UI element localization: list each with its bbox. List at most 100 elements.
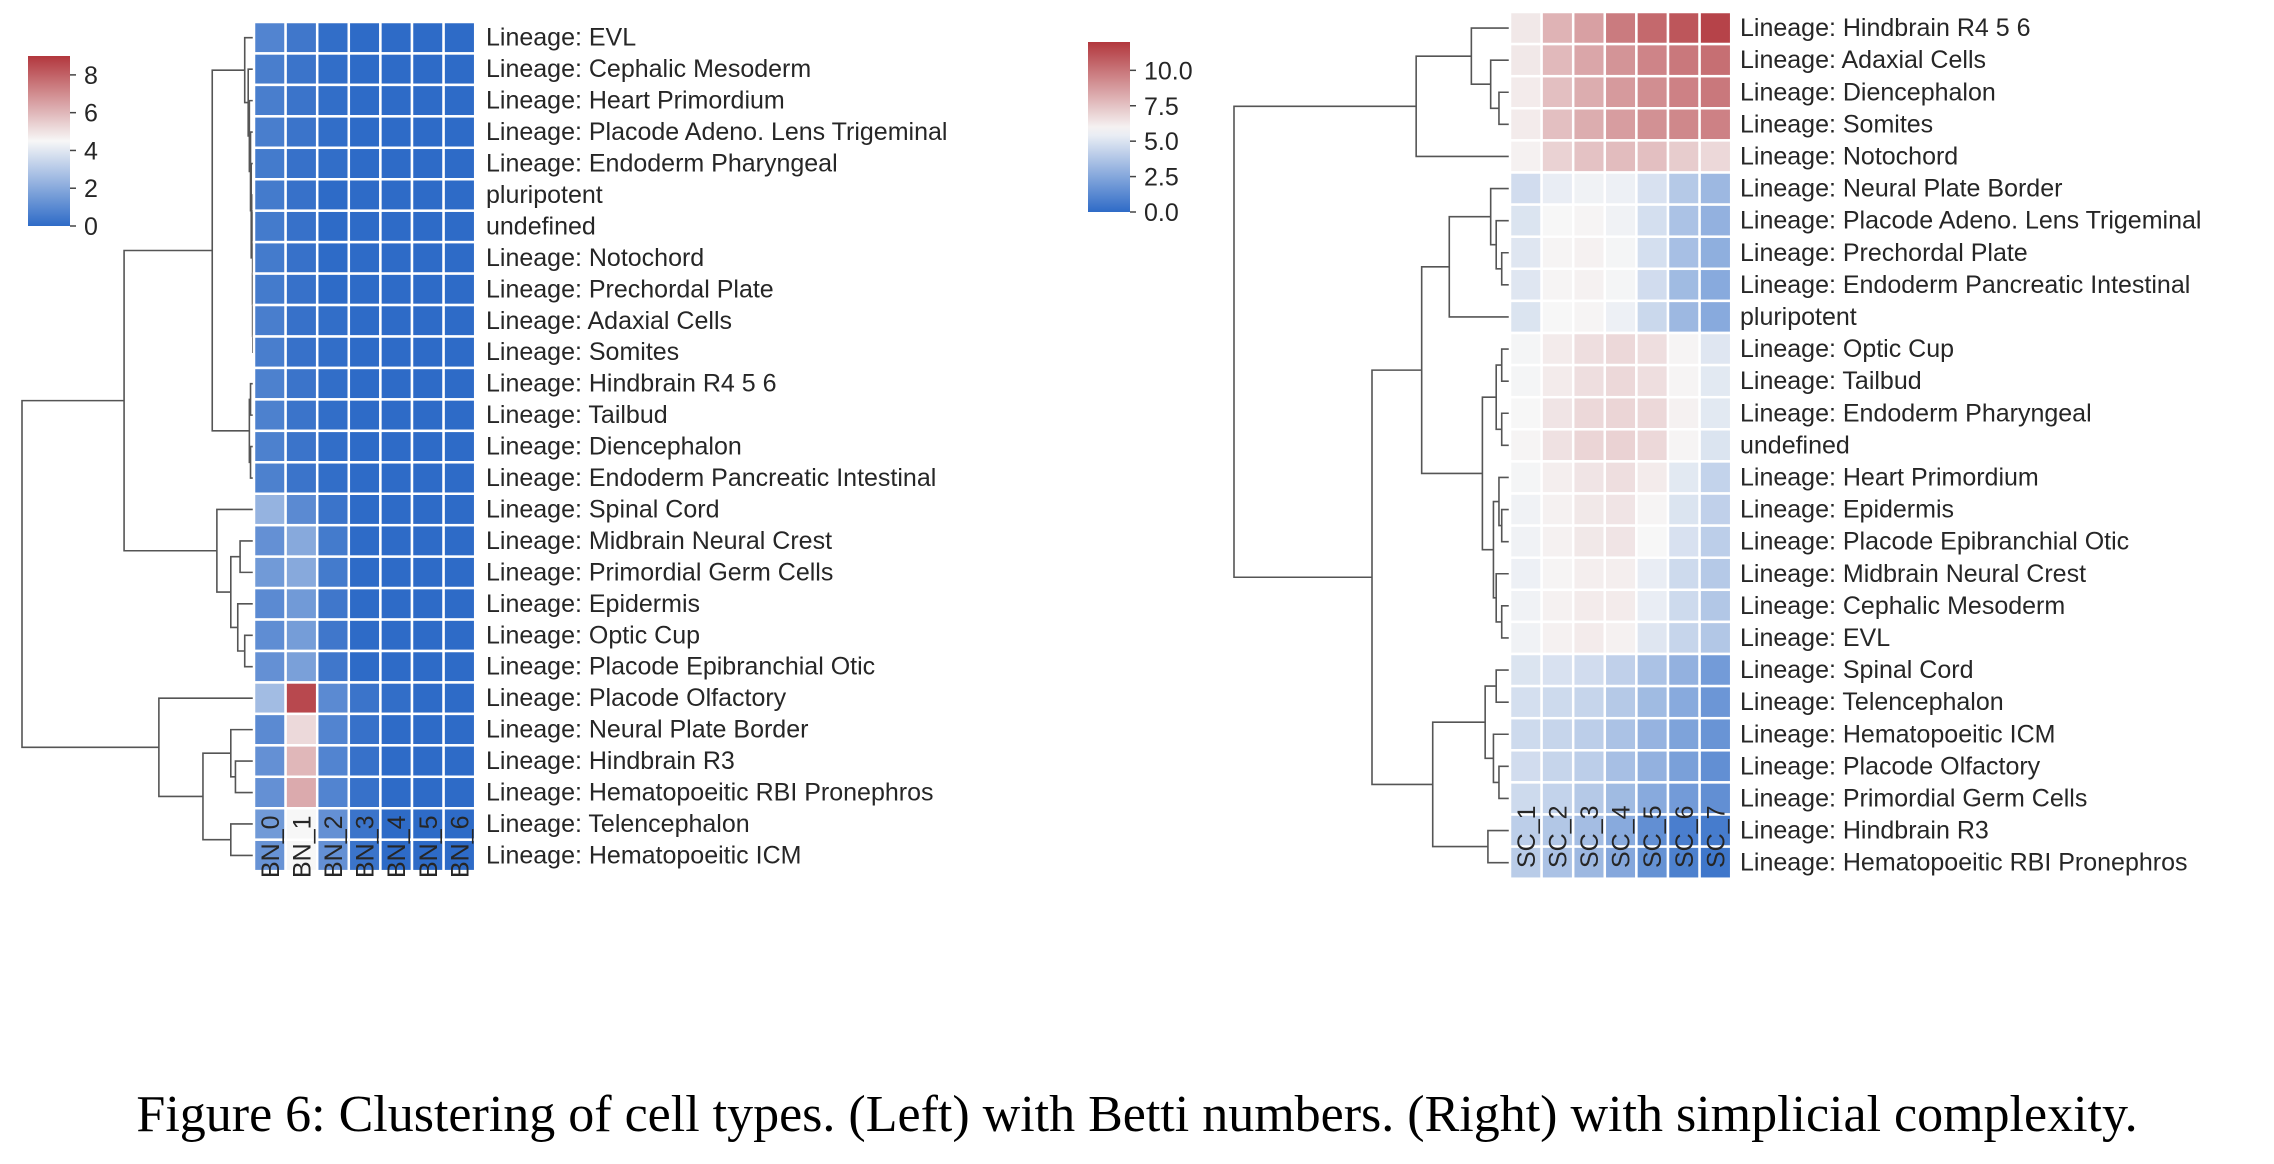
heatmap-cell — [1540, 203, 1575, 238]
heatmap-cell — [347, 146, 382, 181]
heatmap-cell — [1666, 749, 1701, 784]
row-label: Lineage: Epidermis — [1740, 496, 1954, 524]
row-label: undefined — [486, 212, 596, 240]
heatmap-cell — [379, 523, 414, 558]
heatmap-cell — [1508, 588, 1543, 624]
heatmap-cell — [1666, 428, 1701, 463]
heatmap-cell — [1635, 684, 1670, 720]
heatmap-cell — [410, 303, 445, 338]
heatmap-cell — [1635, 588, 1670, 624]
row-label: Lineage: Hindbrain R4 5 6 — [486, 370, 776, 398]
heatmap-cell — [1508, 363, 1543, 399]
heatmap-cell — [410, 366, 445, 401]
heatmap-cell — [1540, 10, 1575, 46]
heatmap-cell — [284, 681, 319, 716]
heatmap-cell — [284, 20, 319, 55]
column-label: SC_3 — [1576, 805, 1604, 868]
dendrogram-link — [1495, 669, 1510, 703]
heatmap-cell — [1635, 139, 1670, 174]
row-label: Lineage: Prechordal Plate — [1740, 239, 2028, 267]
heatmap-cell — [1508, 10, 1543, 46]
heatmap-cell — [1571, 171, 1607, 206]
heatmap-cell — [284, 335, 319, 370]
heatmap-cell — [1508, 684, 1543, 720]
heatmap-cell — [252, 618, 287, 653]
heatmap-cell — [1540, 139, 1575, 174]
heatmap-cell — [1571, 139, 1607, 174]
heatmap-cell — [347, 178, 382, 212]
dendrogram-link — [1498, 91, 1510, 126]
row-label: Lineage: Notochord — [1740, 142, 1958, 170]
row-label: Lineage: Notochord — [486, 244, 704, 272]
dendrogram-link — [216, 508, 254, 593]
heatmap-cell — [442, 838, 477, 873]
heatmap-cell — [1698, 299, 1733, 335]
heatmap-cell — [410, 178, 445, 212]
heatmap-cell — [1508, 107, 1543, 142]
heatmap-cell — [1571, 524, 1607, 559]
heatmap-cell — [1666, 556, 1701, 592]
heatmap-cell — [252, 335, 287, 370]
heatmap-cell — [379, 586, 414, 621]
heatmap-cell — [1540, 684, 1575, 720]
heatmap-cell — [442, 523, 477, 558]
heatmap-cell — [1666, 492, 1701, 527]
heatmap-cell — [284, 523, 319, 558]
heatmap-cell — [1666, 203, 1701, 238]
heatmap-cell — [315, 429, 351, 464]
left-dendrogram — [21, 36, 254, 857]
colorbar-tick-label: 2.5 — [1144, 164, 1179, 192]
heatmap-cell — [1508, 139, 1543, 174]
heatmap-cell — [315, 209, 351, 244]
heatmap-cell — [252, 712, 287, 747]
dendrogram-link — [1487, 829, 1510, 864]
heatmap-cell — [1508, 716, 1543, 752]
heatmap-cell — [1540, 749, 1575, 784]
heatmap-cell — [1698, 716, 1733, 752]
heatmap-cell — [1635, 299, 1670, 335]
heatmap-cell — [1698, 331, 1733, 367]
heatmap-cell — [252, 775, 287, 810]
column-label: BN_5 — [415, 815, 443, 878]
heatmap-cell — [284, 115, 319, 150]
heatmap-cell — [1603, 524, 1638, 559]
row-label: Lineage: Heart Primordium — [486, 87, 785, 115]
heatmap-cell — [1571, 331, 1607, 367]
colorbar-gradient — [1088, 42, 1130, 212]
heatmap-cell — [315, 398, 351, 433]
heatmap-cell — [284, 272, 319, 307]
heatmap-cell — [252, 492, 287, 527]
heatmap-cell — [252, 115, 287, 150]
heatmap-cell — [442, 20, 477, 55]
heatmap-cell — [1603, 235, 1638, 271]
right-heatmap-cells — [1508, 10, 1733, 880]
left-colorbar: 0 2 4 6 8 — [28, 56, 98, 241]
heatmap-cell — [315, 272, 351, 307]
heatmap-cell — [1603, 139, 1638, 174]
heatmap-cell — [1698, 428, 1733, 463]
heatmap-cell — [1635, 331, 1670, 367]
heatmap-cell — [1603, 42, 1638, 78]
heatmap-cell — [315, 838, 351, 873]
heatmap-cell — [315, 83, 351, 118]
column-label: BN_4 — [383, 815, 411, 878]
heatmap-cell — [1508, 331, 1543, 367]
heatmap-cell — [1635, 363, 1670, 399]
heatmap-cell — [252, 240, 287, 275]
heatmap-cell — [442, 240, 477, 275]
heatmap-cell — [1571, 42, 1607, 78]
heatmap-cell — [379, 555, 414, 590]
heatmap-cell — [379, 744, 414, 779]
heatmap-cell — [1603, 492, 1638, 527]
heatmap-cell — [1540, 299, 1575, 335]
colorbar-tick-label: 0 — [84, 213, 98, 241]
heatmap-cell — [379, 681, 414, 716]
column-label: BN_3 — [352, 815, 380, 878]
heatmap-cell — [379, 712, 414, 747]
heatmap-cell — [410, 429, 445, 464]
row-label: Lineage: Placode Olfactory — [486, 684, 787, 712]
heatmap-cell — [1603, 749, 1638, 784]
heatmap-cell — [379, 115, 414, 150]
heatmap-cell — [1635, 716, 1670, 752]
heatmap-cell — [252, 272, 287, 307]
